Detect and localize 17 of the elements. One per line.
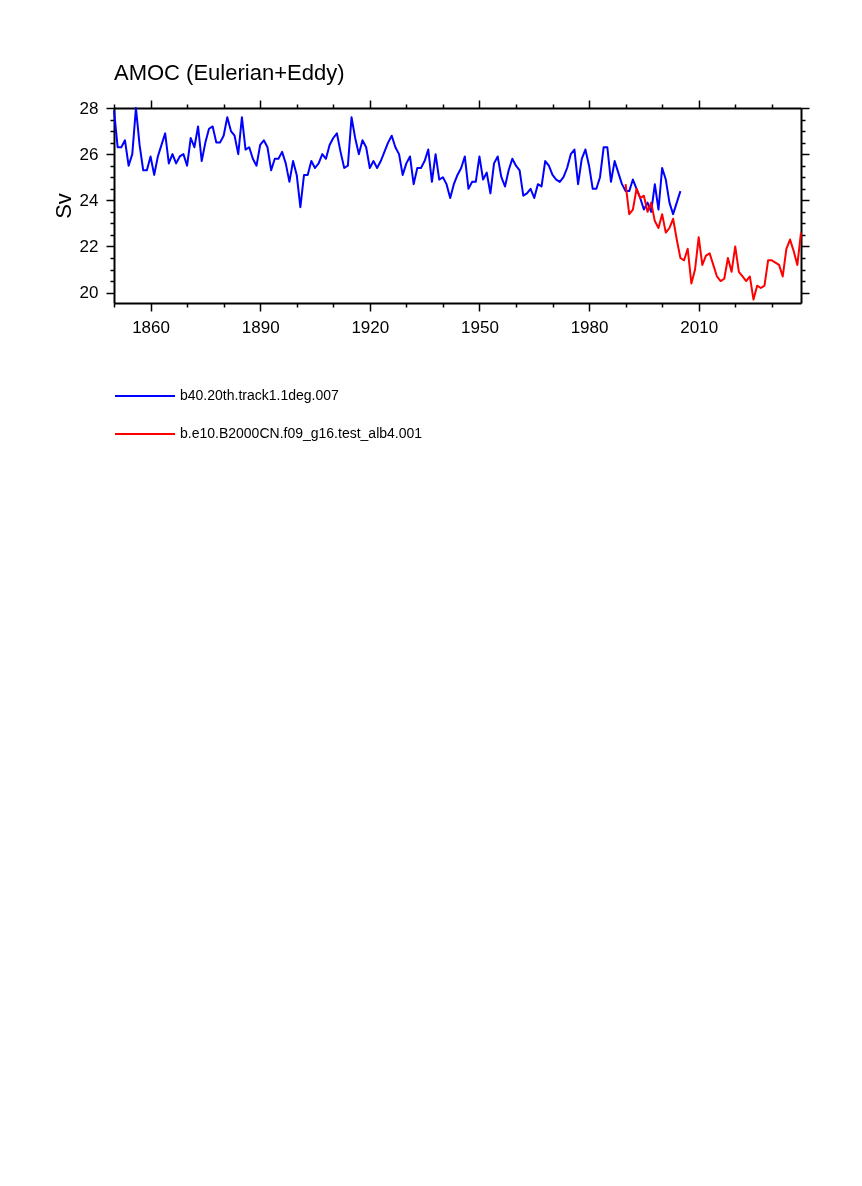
x-tick-label: 2010 [680, 317, 719, 337]
x-tick-label: 1950 [461, 317, 499, 337]
line-series [113, 107, 682, 216]
x-tick-label: 1860 [132, 317, 170, 337]
x-tick-label: 1890 [241, 317, 280, 337]
y-tick-label: 20 [79, 283, 99, 303]
y-tick-label: 24 [79, 190, 99, 210]
y-tick-label: 28 [79, 98, 99, 118]
y-tick-label: 22 [79, 236, 99, 256]
line-series [624, 183, 802, 301]
y-tick-label: 26 [79, 144, 99, 164]
legend-label: b40.20th.track1.1deg.007 [180, 387, 340, 403]
x-tick-label: 1980 [570, 317, 609, 337]
x-tick-label: 1920 [351, 317, 390, 337]
legend-label: b.e10.B2000CN.f09_g16.test_alb4.001 [180, 425, 423, 441]
chart-title: AMOC (Eulerian+Eddy) [114, 60, 345, 85]
y-axis-title: Sv [50, 193, 76, 219]
